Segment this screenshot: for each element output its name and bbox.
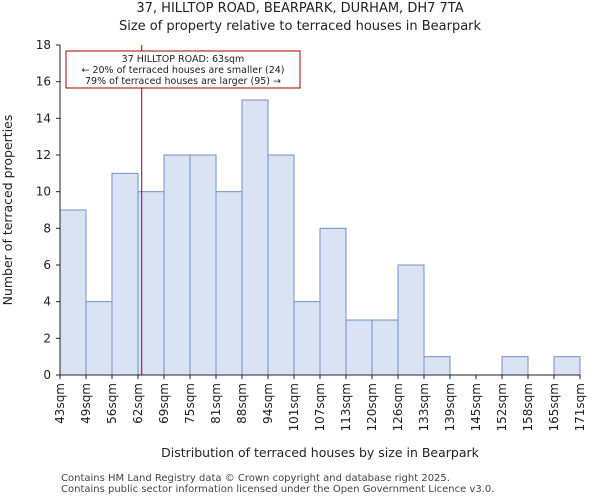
x-tick-label-69sqm: 69sqm [157,383,171,424]
x-tick-label-145sqm: 145sqm [469,383,483,431]
footer-line-2: Contains public sector information licen… [61,484,495,495]
bar-88sqm [241,99,269,376]
x-tick-label-49sqm: 49sqm [79,383,93,424]
x-tick-label-75sqm: 75sqm [183,383,197,424]
x-tick-label-56sqm: 56sqm [105,383,119,424]
y-tick-label-0: 0 [43,368,51,382]
bar-75sqm [189,154,217,376]
x-tick-label-43sqm: 43sqm [53,383,67,424]
y-tick-label-14: 14 [36,111,51,125]
chart-subtitle: Size of property relative to terraced ho… [118,19,482,34]
bar-43sqm [59,209,87,376]
x-tick-label-152sqm: 152sqm [495,383,509,431]
y-tick-label-12: 12 [36,148,51,162]
x-tick-label-81sqm: 81sqm [209,383,223,424]
bar-62sqm [137,191,165,376]
y-tick-label-2: 2 [43,331,51,345]
bar-126sqm [397,264,425,376]
x-tick-label-139sqm: 139sqm [443,383,457,431]
annotation-line-1: 37 HILLTOP ROAD: 63sqm [122,54,245,65]
x-tick-label-113sqm: 113sqm [339,383,353,431]
x-tick-label-133sqm: 133sqm [417,383,431,431]
y-tick-label-10: 10 [36,185,51,199]
x-tick-label-101sqm: 101sqm [287,383,301,431]
bar-107sqm [319,227,347,376]
x-axis-label: Distribution of terraced houses by size … [161,445,480,460]
y-tick-label-6: 6 [43,258,51,272]
x-axis-ticks: 43sqm 49sqm 56sqm 62sqm 69sqm 75sqm 81sqm 88sqm… [53,375,587,431]
bar-120sqm [371,319,399,376]
y-tick-label-18: 18 [36,38,51,52]
y-tick-label-8: 8 [43,221,51,235]
bar-94sqm [267,154,295,376]
chart-title: 37, HILLTOP ROAD, BEARPARK, DURHAM, DH7 … [136,1,464,16]
bar-49sqm [85,301,113,376]
y-tick-label-16: 16 [36,75,51,89]
bar-113sqm [345,319,373,376]
bar-152sqm [501,356,529,376]
x-tick-label-126sqm: 126sqm [391,383,405,431]
x-tick-label-94sqm: 94sqm [261,383,275,424]
bar-165sqm [553,356,581,376]
x-tick-label-158sqm: 158sqm [521,383,535,431]
annotation-box [65,50,301,89]
bar-133sqm [423,356,451,376]
annotation-line-3: 79% of terraced houses are larger (95) → [85,76,281,87]
bar-56sqm [111,172,139,376]
y-axis-ticks: 0 2 4 6 8 10 12 14 16 18 [36,38,60,382]
bars-group [59,99,581,376]
annotation-line-2: ← 20% of terraced houses are smaller (24… [81,65,284,76]
x-tick-label-107sqm: 107sqm [313,383,327,431]
y-tick-label-4: 4 [43,295,51,309]
x-tick-label-171sqm: 171sqm [573,383,587,431]
bar-81sqm [215,191,243,376]
footer-line-1: Contains HM Land Registry data © Crown c… [61,473,450,484]
x-tick-label-62sqm: 62sqm [131,383,145,424]
x-tick-label-165sqm: 165sqm [547,383,561,431]
bar-69sqm [163,154,191,376]
x-tick-label-120sqm: 120sqm [365,383,379,431]
y-axis-label: Number of terraced properties [0,115,15,306]
x-tick-label-88sqm: 88sqm [235,383,249,424]
bar-101sqm [293,301,321,376]
